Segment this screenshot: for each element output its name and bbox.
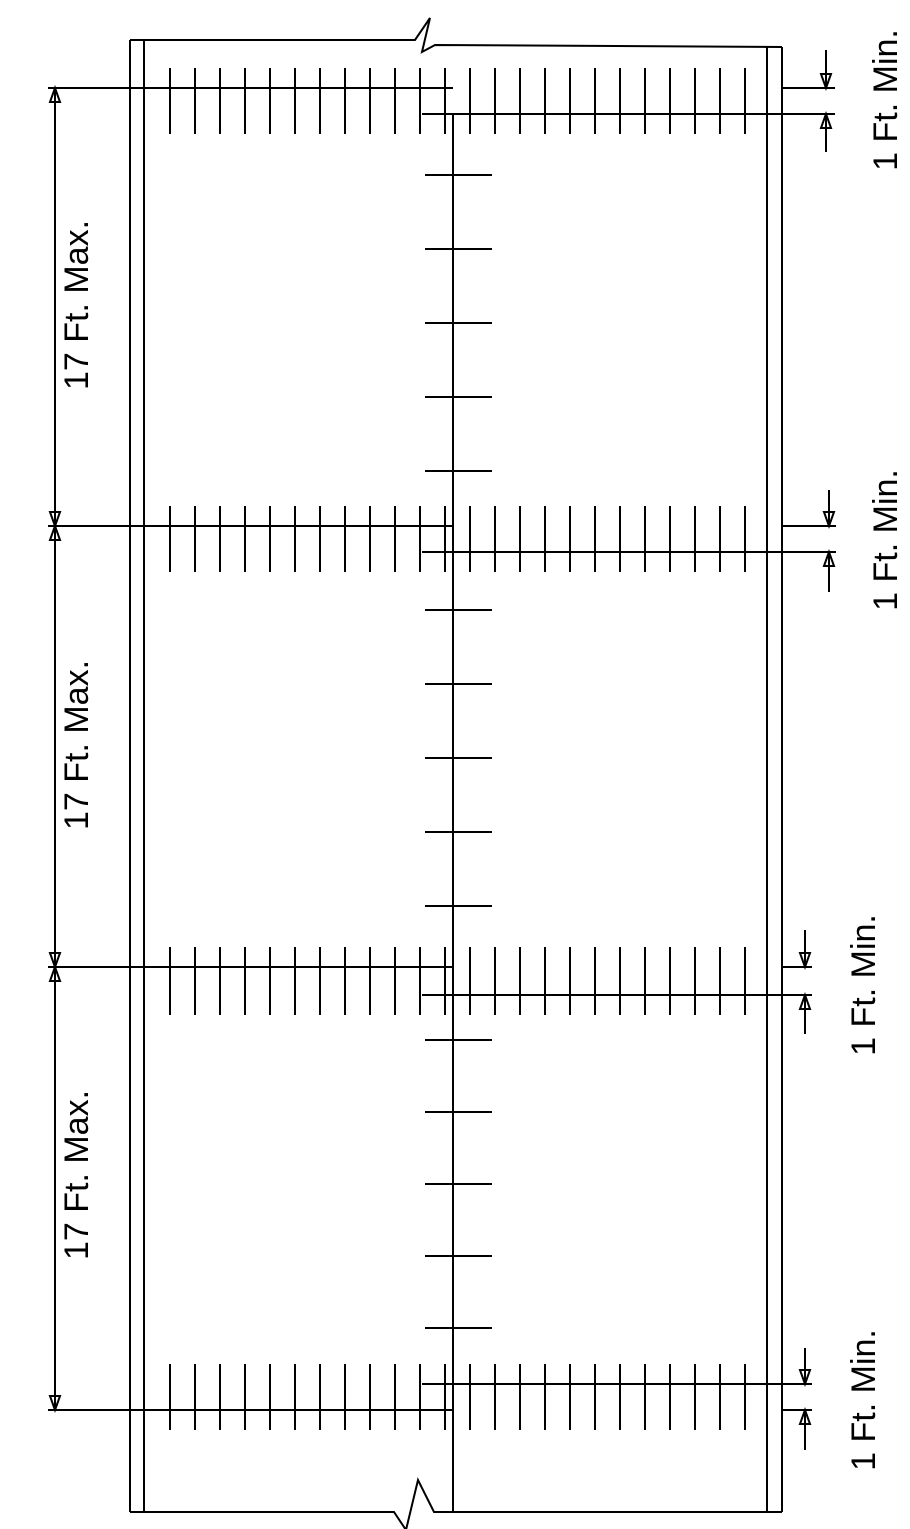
arrowhead bbox=[798, 1407, 812, 1425]
arrowhead bbox=[798, 992, 812, 1010]
spacing-dimension bbox=[48, 85, 130, 1413]
spacing-label: 17 Ft. Max. bbox=[58, 220, 96, 390]
offset-label: 1 Ft. Min. bbox=[845, 914, 883, 1056]
arrowhead bbox=[48, 952, 62, 970]
offset-label: 1 Ft. Min. bbox=[867, 469, 905, 611]
transverse-joints bbox=[55, 68, 782, 1430]
pavement-outline bbox=[129, 40, 783, 1512]
arrowhead bbox=[48, 964, 62, 982]
spacing-label: 17 Ft. Max. bbox=[58, 1090, 96, 1260]
arrowhead bbox=[48, 85, 62, 103]
arrowhead bbox=[48, 1395, 62, 1413]
arrowhead bbox=[798, 1369, 812, 1387]
arrowhead bbox=[822, 511, 836, 529]
offset-label: 1 Ft. Min. bbox=[867, 29, 905, 171]
spacing-label: 17 Ft. Max. bbox=[58, 660, 96, 830]
arrowhead bbox=[48, 511, 62, 529]
arrowhead bbox=[798, 952, 812, 970]
arrowhead bbox=[819, 73, 833, 91]
offset-label: 1 Ft. Min. bbox=[845, 1329, 883, 1471]
bottom-break-line bbox=[130, 1477, 782, 1529]
top-break-line bbox=[130, 17, 783, 54]
arrowhead bbox=[48, 523, 62, 541]
arrowhead bbox=[822, 549, 836, 567]
arrowhead bbox=[819, 111, 833, 129]
offset-dimensions bbox=[782, 50, 836, 1450]
centerline-tie-bars bbox=[425, 174, 492, 1329]
